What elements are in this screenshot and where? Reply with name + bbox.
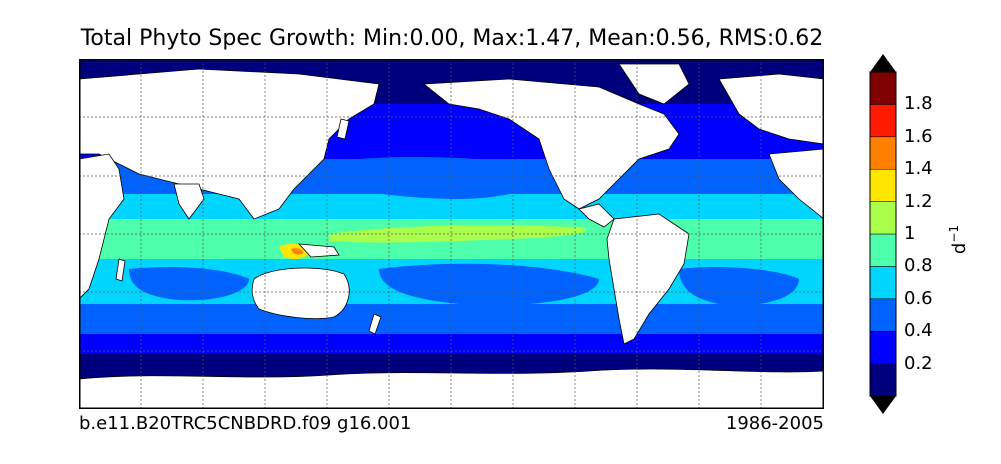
colorbar-tick-label: 1.6 — [904, 125, 933, 147]
land-africa — [79, 153, 125, 300]
land-greenland — [618, 63, 690, 105]
date-range-caption: 1986-2005 — [725, 413, 824, 434]
chart-title: Total Phyto Spec Growth: Min:0.00, Max:1… — [80, 26, 824, 51]
north-pacific-gyre — [309, 157, 551, 199]
colorbar-tick-label: 1 — [904, 223, 916, 244]
colorbar-frame — [869, 71, 897, 397]
south-pacific-gyre — [379, 263, 599, 306]
land-eurasia — [79, 68, 380, 220]
colorbar-segment — [869, 168, 897, 202]
colorbar-tick-label: 1.2 — [904, 190, 933, 212]
maritime-continent-peak — [291, 248, 303, 255]
colorbar-segment — [869, 266, 897, 300]
colorbar-segment — [869, 71, 897, 105]
colorbar-unit-label: d−1 — [947, 224, 971, 255]
colorbar-segment — [869, 136, 897, 170]
band-south-mid — [79, 304, 824, 334]
colorbar-tick-label: 0.8 — [904, 255, 933, 277]
colorbar-tick-label: 0.2 — [904, 352, 933, 374]
colorbar — [869, 54, 897, 414]
colorbar-segment — [869, 233, 897, 267]
colorbar-tick-label: 1.4 — [904, 158, 933, 180]
gridlines — [79, 59, 824, 409]
land-australia — [251, 267, 350, 319]
colorbar-segment — [869, 363, 897, 397]
colorbar-tick-label: 0.6 — [904, 287, 933, 309]
land-madagascar — [115, 258, 126, 282]
land-africa-east — [768, 148, 824, 220]
colorbar-segment — [869, 104, 897, 138]
land-central-america — [578, 203, 615, 228]
pacific-equatorial-tongue — [329, 225, 587, 243]
map-frame — [79, 59, 824, 409]
colorbar-segment — [869, 201, 897, 235]
south-atlantic-gyre — [679, 267, 799, 306]
land-new-guinea — [298, 243, 340, 258]
case-name-caption: b.e11.B20TRC5CNBDRD.f09 g16.001 — [79, 413, 412, 434]
land-new-zealand — [368, 313, 382, 335]
colorbar-segment — [869, 298, 897, 332]
colorbar-tick-label: 1.8 — [904, 93, 933, 115]
colorbar-extend-high — [870, 54, 896, 72]
colorbar-tick-label: 0.4 — [904, 320, 933, 342]
land-japan — [336, 118, 350, 140]
colorbar-segment — [869, 330, 897, 364]
land-india — [173, 183, 205, 220]
global-map — [79, 59, 824, 409]
land-europe — [718, 73, 824, 145]
colorbar-extend-low — [870, 396, 896, 414]
